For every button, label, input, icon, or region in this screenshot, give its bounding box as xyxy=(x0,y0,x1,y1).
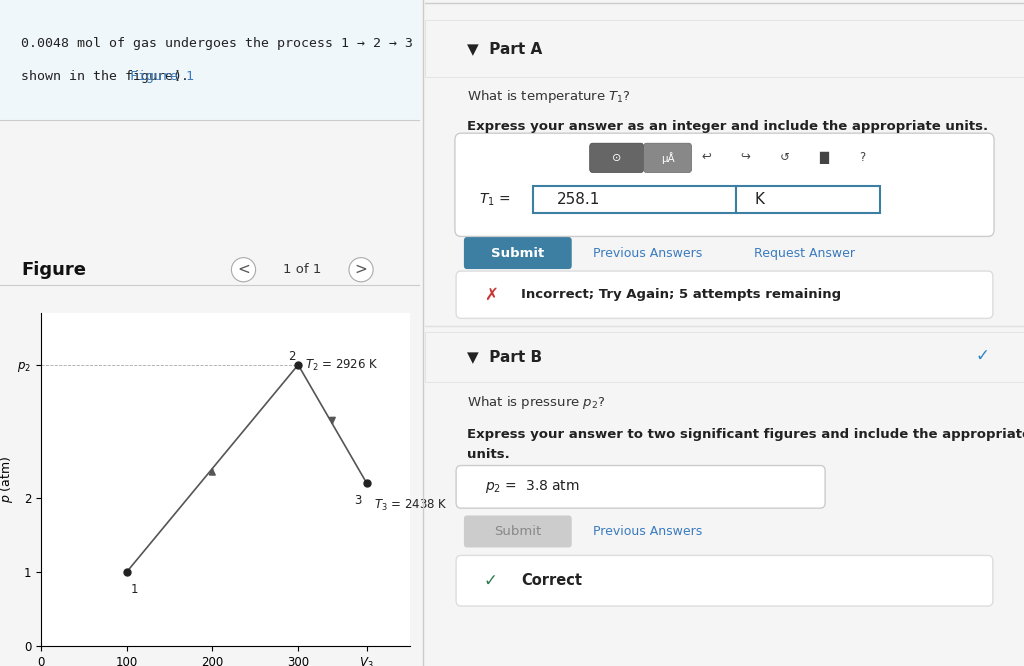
Text: Express your answer as an integer and include the appropriate units.: Express your answer as an integer and in… xyxy=(467,120,988,133)
Text: Previous Answers: Previous Answers xyxy=(593,525,701,538)
Text: shown in the figure(: shown in the figure( xyxy=(20,70,181,83)
Text: What is temperature $T_1$?: What is temperature $T_1$? xyxy=(467,88,631,105)
FancyBboxPatch shape xyxy=(464,515,571,547)
Text: Express your answer to two significant figures and include the appropriate: Express your answer to two significant f… xyxy=(467,428,1024,441)
Text: 1 of 1: 1 of 1 xyxy=(283,263,322,276)
Text: 258.1: 258.1 xyxy=(557,192,600,207)
Text: █: █ xyxy=(819,151,827,165)
Text: Correct: Correct xyxy=(521,573,582,588)
FancyBboxPatch shape xyxy=(0,0,420,120)
Text: $T_3$ = 2438 K: $T_3$ = 2438 K xyxy=(374,498,447,513)
Text: ✗: ✗ xyxy=(484,285,498,304)
Text: ✓: ✓ xyxy=(975,347,989,366)
Text: ↪: ↪ xyxy=(740,151,751,165)
Text: $T_1$ =: $T_1$ = xyxy=(479,192,510,208)
Text: μÅ: μÅ xyxy=(660,152,675,164)
Text: Submit: Submit xyxy=(495,525,542,538)
Text: Figure: Figure xyxy=(20,260,86,279)
FancyBboxPatch shape xyxy=(736,186,881,213)
Text: 2: 2 xyxy=(288,350,295,363)
Text: Request Answer: Request Answer xyxy=(755,246,855,260)
FancyBboxPatch shape xyxy=(456,555,993,606)
FancyBboxPatch shape xyxy=(532,186,736,213)
Text: Previous Answers: Previous Answers xyxy=(593,246,701,260)
Text: ↩: ↩ xyxy=(701,151,712,165)
Text: 0.0048 mol of gas undergoes the process 1 → 2 → 3: 0.0048 mol of gas undergoes the process … xyxy=(20,37,413,50)
Text: ▼  Part A: ▼ Part A xyxy=(467,41,542,56)
FancyBboxPatch shape xyxy=(455,133,994,236)
Text: ▼  Part B: ▼ Part B xyxy=(467,349,542,364)
FancyBboxPatch shape xyxy=(456,271,993,318)
Text: ↺: ↺ xyxy=(779,151,790,165)
Text: ?: ? xyxy=(859,151,865,165)
Y-axis label: $p$ (atm): $p$ (atm) xyxy=(0,456,14,503)
FancyBboxPatch shape xyxy=(425,332,1024,382)
Text: >: > xyxy=(354,262,368,277)
Text: <: < xyxy=(238,262,250,277)
Text: ).: ). xyxy=(174,70,189,83)
Text: What is pressure $p_2$?: What is pressure $p_2$? xyxy=(467,394,605,412)
Text: $T_2$ = 2926 K: $T_2$ = 2926 K xyxy=(305,358,378,372)
Text: Incorrect; Try Again; 5 attempts remaining: Incorrect; Try Again; 5 attempts remaini… xyxy=(521,288,841,301)
FancyBboxPatch shape xyxy=(456,466,825,508)
Text: Figure 1: Figure 1 xyxy=(130,70,195,83)
FancyBboxPatch shape xyxy=(644,143,691,172)
Text: units.: units. xyxy=(467,448,510,461)
Text: 3: 3 xyxy=(354,494,361,507)
Text: K: K xyxy=(755,192,765,207)
Text: ⊙: ⊙ xyxy=(612,153,622,163)
Text: Submit: Submit xyxy=(492,246,545,260)
Text: 1: 1 xyxy=(131,583,138,596)
FancyBboxPatch shape xyxy=(590,143,644,172)
FancyBboxPatch shape xyxy=(425,20,1024,77)
Text: ✓: ✓ xyxy=(484,571,498,590)
FancyBboxPatch shape xyxy=(464,237,571,269)
Text: $p_2$ =  3.8 atm: $p_2$ = 3.8 atm xyxy=(485,478,580,496)
